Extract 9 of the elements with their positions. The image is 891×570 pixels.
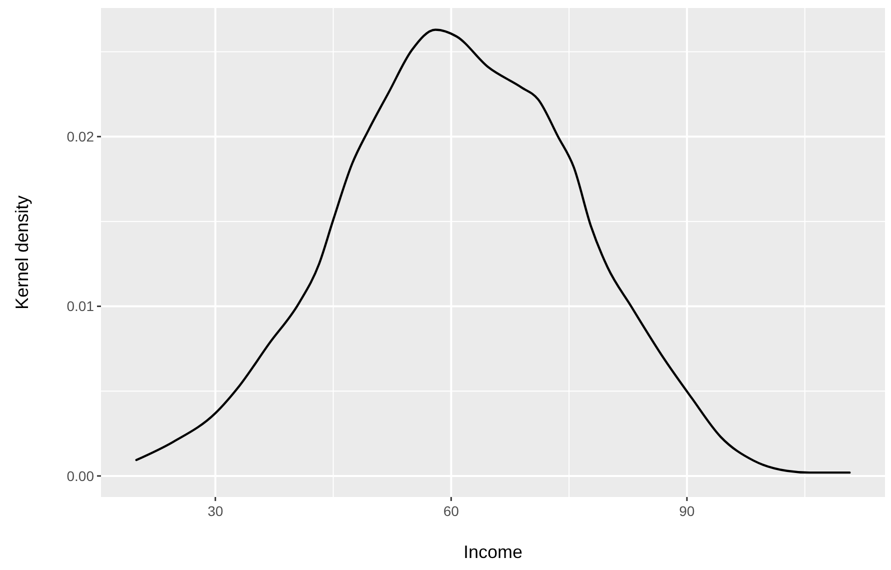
y-tick-label: 0.02 xyxy=(66,128,94,145)
x-tick-label: 90 xyxy=(679,503,695,519)
y-tick-label: 0.01 xyxy=(66,298,94,314)
x-tick-label: 60 xyxy=(443,503,460,519)
line-series xyxy=(135,28,851,474)
y-tick-label: 0.00 xyxy=(66,468,94,484)
y-axis-title: Kernel density xyxy=(12,195,32,310)
x-axis-title: Income xyxy=(463,542,523,562)
x-tick-label: 30 xyxy=(208,503,224,519)
